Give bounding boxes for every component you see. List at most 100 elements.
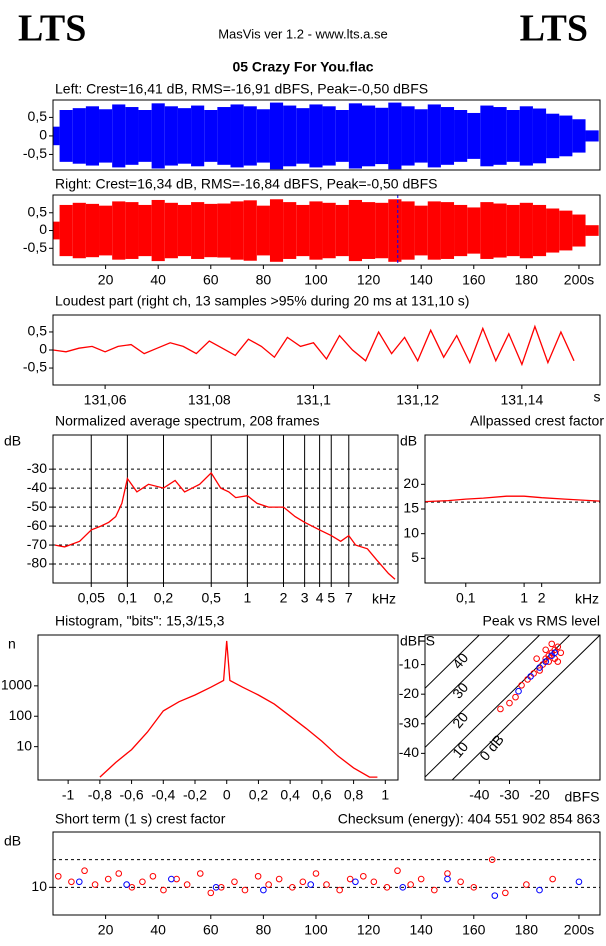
y-axis-label: dB: [400, 433, 417, 449]
y-tick-label: -0,5: [23, 359, 47, 375]
waveform-envelope: [532, 108, 547, 164]
x-tick-label: 1: [381, 787, 389, 803]
data-point: [551, 649, 559, 657]
waveform-envelope: [427, 201, 441, 260]
waveform-envelope: [125, 202, 139, 259]
data-point: [241, 886, 249, 894]
waveform-envelope: [414, 205, 428, 256]
plot-frame: [52, 99, 601, 171]
y-tick-label: -80: [27, 555, 47, 571]
y-tick-label: 20: [403, 475, 419, 491]
waveform-envelope: [322, 202, 336, 259]
crest-diagonal: [425, 635, 511, 719]
x-tick-label: 2: [538, 590, 546, 606]
waveform-envelope: [309, 104, 323, 168]
data-point: [502, 889, 509, 897]
plot-area: [425, 495, 600, 503]
data-point: [160, 886, 167, 894]
data-point: [307, 881, 315, 888]
waveform-envelope: [125, 107, 139, 165]
data-point: [457, 878, 464, 886]
data-point: [254, 872, 262, 880]
crest-diagonal: [425, 635, 481, 689]
waveform-envelope: [283, 202, 297, 259]
waveform-envelope: [375, 107, 389, 165]
data-line: [99, 640, 378, 778]
data-point: [533, 655, 540, 662]
y-tick-label: -70: [27, 536, 47, 552]
file-name: 05 Crazy For You.flac: [232, 59, 373, 75]
waveform-envelope: [177, 108, 192, 164]
waveform-envelope: [269, 102, 284, 170]
y-tick-label: 1000: [1, 677, 32, 693]
crest-diagonal-label: 10: [449, 738, 471, 760]
plot-area: [425, 635, 600, 780]
x-axis-unit: kHz: [575, 591, 599, 607]
waveform-envelope: [164, 106, 178, 166]
waveform-envelope: [296, 108, 310, 164]
waveform-envelope: [151, 199, 165, 262]
data-point: [323, 881, 330, 888]
plot-area: [53, 195, 599, 265]
data-line: [425, 495, 600, 503]
data-point: [115, 870, 123, 877]
chart-title: Left: Crest=16,41 dB, RMS=-16,91 dBFS, P…: [55, 81, 428, 97]
logo: LTS: [18, 8, 86, 50]
data-point: [536, 886, 543, 894]
waveform-envelope: [467, 207, 481, 254]
data-point: [491, 892, 499, 899]
x-axis-unit: dBFS: [564, 789, 599, 805]
x-tick-label: 40: [150, 922, 166, 938]
x-tick-label: 0,5: [202, 590, 222, 606]
data-point: [523, 881, 530, 888]
data-point: [128, 884, 136, 891]
x-tick-label: 0: [223, 787, 231, 803]
y-tick-label: 0: [39, 127, 47, 143]
waveform-envelope: [480, 105, 494, 167]
x-tick-label: 160: [462, 272, 486, 288]
x-tick-label: -1: [62, 787, 75, 803]
x-tick-label: 20: [98, 272, 114, 288]
data-point: [336, 886, 343, 894]
waveform-envelope: [440, 202, 455, 259]
waveform-envelope: [217, 203, 231, 258]
waveform-envelope: [506, 204, 520, 257]
waveform-envelope: [335, 110, 349, 162]
x-tick-label: 5: [327, 590, 335, 606]
waveform-envelope: [414, 109, 428, 163]
x-tick-label: 100: [304, 272, 328, 288]
y-tick-label: -30: [399, 714, 419, 730]
chart-title: Right: Crest=16,34 dB, RMS=-16,84 dBFS, …: [55, 176, 437, 192]
x-tick-label: -0,8: [88, 787, 112, 803]
waveform-envelope: [204, 203, 218, 258]
plot-area: [99, 640, 378, 778]
waveform-envelope: [454, 110, 468, 162]
data-point: [383, 884, 391, 891]
y-axis-label: dB: [4, 833, 21, 849]
y-tick-label: -40: [27, 479, 47, 495]
y-tick-label: 0: [39, 341, 47, 357]
y-tick-label: 0,5: [28, 323, 48, 339]
x-tick-label: 120: [357, 922, 381, 938]
data-point: [497, 705, 504, 713]
y-axis-label: n: [8, 636, 16, 652]
waveform-envelope: [191, 202, 205, 259]
chart-title: Peak vs RMS level: [483, 613, 600, 629]
data-point: [399, 884, 407, 891]
x-tick-label: 0,8: [344, 787, 364, 803]
waveform-envelope: [296, 204, 310, 257]
data-point: [527, 673, 534, 680]
x-tick-label: 140: [409, 272, 433, 288]
data-point: [470, 884, 478, 891]
data-point: [139, 878, 146, 886]
y-tick-label: -50: [27, 498, 47, 514]
data-point: [123, 881, 130, 888]
x-tick-label: -30: [499, 787, 519, 803]
x-tick-label: 20: [98, 922, 114, 938]
y-tick-label: -20: [399, 685, 419, 701]
waveform-envelope: [99, 109, 113, 163]
waveform-envelope: [256, 205, 270, 256]
crest-diagonal-label: 40: [449, 650, 471, 672]
x-tick-label: -0,6: [120, 787, 144, 803]
waveform-envelope: [164, 202, 178, 259]
